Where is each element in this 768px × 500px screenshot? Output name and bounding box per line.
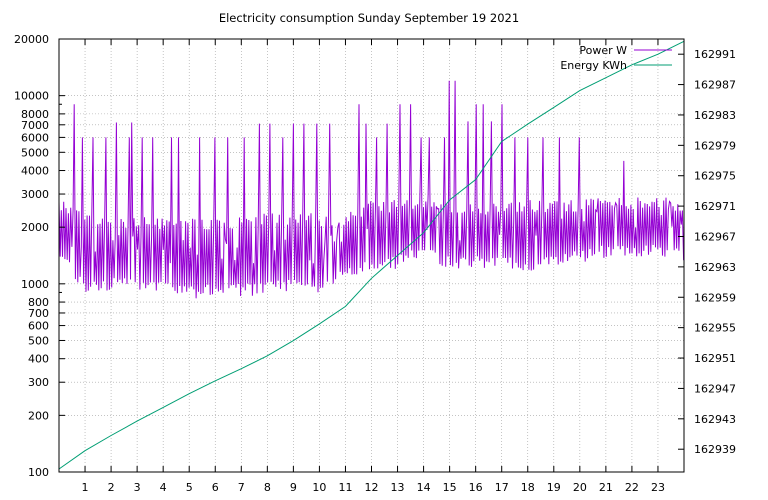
x-tick-label-17: 17 — [495, 481, 509, 494]
x-tick-label-5: 5 — [186, 481, 193, 494]
y-tick-label-10000: 10000 — [14, 90, 49, 103]
x-tick-label-23: 23 — [651, 481, 665, 494]
y2-tick-label-162955: 162955 — [694, 322, 736, 335]
y2-tick-label-162943: 162943 — [694, 413, 736, 426]
y2-tick-label-162939: 162939 — [694, 443, 736, 456]
y2-tick-label-162947: 162947 — [694, 382, 736, 395]
x-tick-label-10: 10 — [312, 481, 326, 494]
y2-tick-label-162963: 162963 — [694, 261, 736, 274]
series-line-energy — [58, 40, 685, 470]
y-tick-label-5000: 5000 — [21, 146, 49, 159]
x-tick-label-13: 13 — [391, 481, 405, 494]
y2-tick-label-162967: 162967 — [694, 230, 736, 243]
y-tick-label-200: 200 — [28, 409, 49, 422]
legend: Power W Energy KWh — [560, 44, 672, 72]
y2-tick-label-162979: 162979 — [694, 139, 736, 152]
x-tick-label-14: 14 — [417, 481, 431, 494]
x-tick-label-16: 16 — [469, 481, 483, 494]
y-tick-label-100: 100 — [28, 466, 49, 479]
x-tick-label-8: 8 — [264, 481, 271, 494]
y2-tick-label-162951: 162951 — [694, 352, 736, 365]
chart-title: Electricity consumption Sunday September… — [219, 11, 519, 25]
x-tick-label-4: 4 — [160, 481, 167, 494]
x-tick-label-15: 15 — [443, 481, 457, 494]
legend-label-0: Power W — [579, 44, 627, 57]
x-tick-label-12: 12 — [365, 481, 379, 494]
x-tick-label-1: 1 — [82, 481, 89, 494]
y-tick-label-1000: 1000 — [21, 278, 49, 291]
x-tick-label-9: 9 — [290, 481, 297, 494]
x-tick-label-6: 6 — [212, 481, 219, 494]
y-tick-label-400: 400 — [28, 353, 49, 366]
y-tick-label-6000: 6000 — [21, 131, 49, 144]
x-tick-label-3: 3 — [134, 481, 141, 494]
x-tick-label-7: 7 — [238, 481, 245, 494]
x-tick-label-11: 11 — [338, 481, 352, 494]
y-tick-label-300: 300 — [28, 376, 49, 389]
x-axis: 1 2 3 4 5 6 7 8 9 10 11 12 13 14 15 16 17 18 19 20 21 22 23 — [82, 39, 665, 494]
y-tick-label-700: 700 — [28, 307, 49, 320]
y-tick-label-500: 500 — [28, 334, 49, 347]
y2-tick-label-162975: 162975 — [694, 170, 736, 183]
x-tick-label-22: 22 — [625, 481, 639, 494]
y2-tick-label-162959: 162959 — [694, 291, 736, 304]
y-tick-label-7000: 7000 — [21, 119, 49, 132]
x-tick-label-20: 20 — [573, 481, 587, 494]
x-tick-label-18: 18 — [521, 481, 535, 494]
y-tick-label-800: 800 — [28, 296, 49, 309]
x-tick-label-21: 21 — [599, 481, 613, 494]
y-tick-label-8000: 8000 — [21, 108, 49, 121]
y2-tick-label-162983: 162983 — [694, 109, 736, 122]
y-tick-label-20000: 20000 — [14, 33, 49, 46]
series-layer — [58, 40, 685, 470]
y2-tick-label-162971: 162971 — [694, 200, 736, 213]
x-tick-label-2: 2 — [108, 481, 115, 494]
y-axis-right: 162939 162943 162947 162951 162955 162959 1629… — [678, 48, 736, 456]
y-tick-label-4000: 4000 — [21, 165, 49, 178]
legend-label-1: Energy KWh — [560, 59, 627, 72]
series-line-power — [58, 80, 685, 299]
y-tick-label-2000: 2000 — [21, 221, 49, 234]
y2-tick-label-162991: 162991 — [694, 48, 736, 61]
y2-tick-label-162987: 162987 — [694, 79, 736, 92]
y-tick-label-3000: 3000 — [21, 188, 49, 201]
y-tick-label-600: 600 — [28, 320, 49, 333]
x-tick-label-19: 19 — [547, 481, 561, 494]
